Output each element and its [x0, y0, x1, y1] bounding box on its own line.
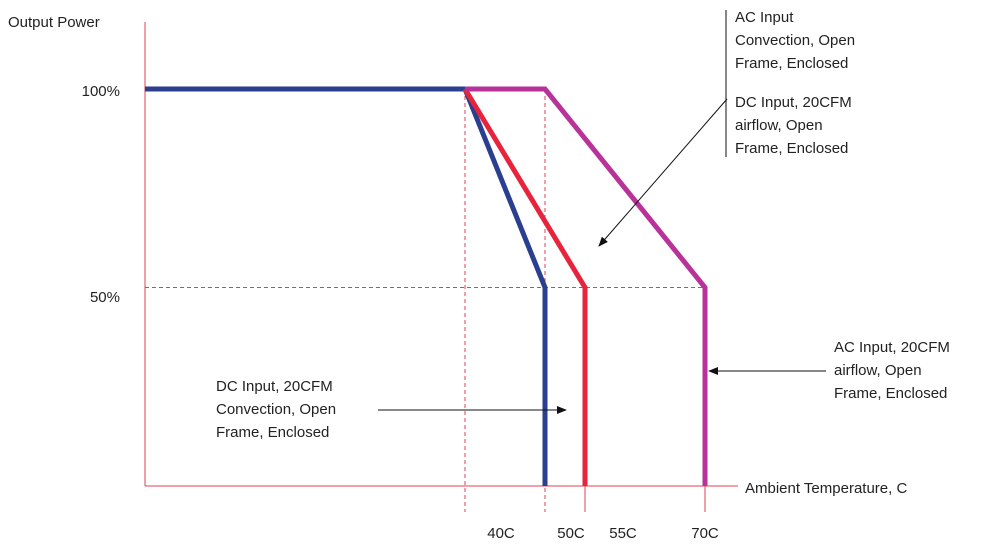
annotation-line: Convection, Open: [735, 32, 856, 49]
annotation-line: airflow, Open: [834, 362, 922, 379]
x-tick-label-70: 70C: [691, 525, 719, 542]
annotation-arrow-dc-20cfm: [598, 98, 728, 247]
annotation-line: Frame, Enclosed: [735, 140, 849, 157]
annotation-ac-convection: AC Input Convection, Open Frame, Enclose…: [735, 6, 855, 75]
annotation-line: AC Input, 20CFM: [834, 339, 950, 356]
annotation-line: Convection, Open: [216, 401, 337, 418]
series-line-blue: [145, 86, 548, 486]
annotation-pointers: [378, 10, 826, 414]
y-tick-label-100: 100%: [82, 83, 120, 100]
x-axis-label: Ambient Temperature, C: [745, 480, 907, 497]
x-tick-label-55: 55C: [609, 525, 637, 542]
annotation-line: airflow, Open: [735, 117, 823, 134]
annotation-line: AC Input: [735, 9, 794, 26]
series-line-magenta: [465, 86, 708, 486]
axes: [144, 22, 738, 512]
annotation-line: DC Input, 20CFM: [735, 94, 852, 111]
annotation-ac-20cfm: AC Input, 20CFM airflow, Open Frame, Enc…: [834, 336, 950, 405]
annotation-line: DC Input, 20CFM: [216, 378, 333, 395]
x-tick-label-50: 50C: [557, 525, 585, 542]
reference-lines: [145, 89, 705, 512]
annotation-line: Frame, Enclosed: [216, 424, 330, 441]
chart-labels: Output Power Ambient Temperature, C 100%…: [8, 14, 907, 542]
annotation-dc-20cfm: DC Input, 20CFM airflow, Open Frame, Enc…: [735, 91, 852, 160]
y-tick-label-50: 50%: [90, 289, 120, 306]
y-axis-label: Output Power: [8, 14, 100, 31]
series-group: [145, 86, 708, 486]
annotation-line: Frame, Enclosed: [735, 55, 849, 72]
annotation-dc-convection: DC Input, 20CFM Convection, Open Frame, …: [216, 375, 336, 444]
annotation-line: Frame, Enclosed: [834, 385, 948, 402]
x-tick-label-40: 40C: [487, 525, 515, 542]
series-line-red: [462, 87, 588, 486]
